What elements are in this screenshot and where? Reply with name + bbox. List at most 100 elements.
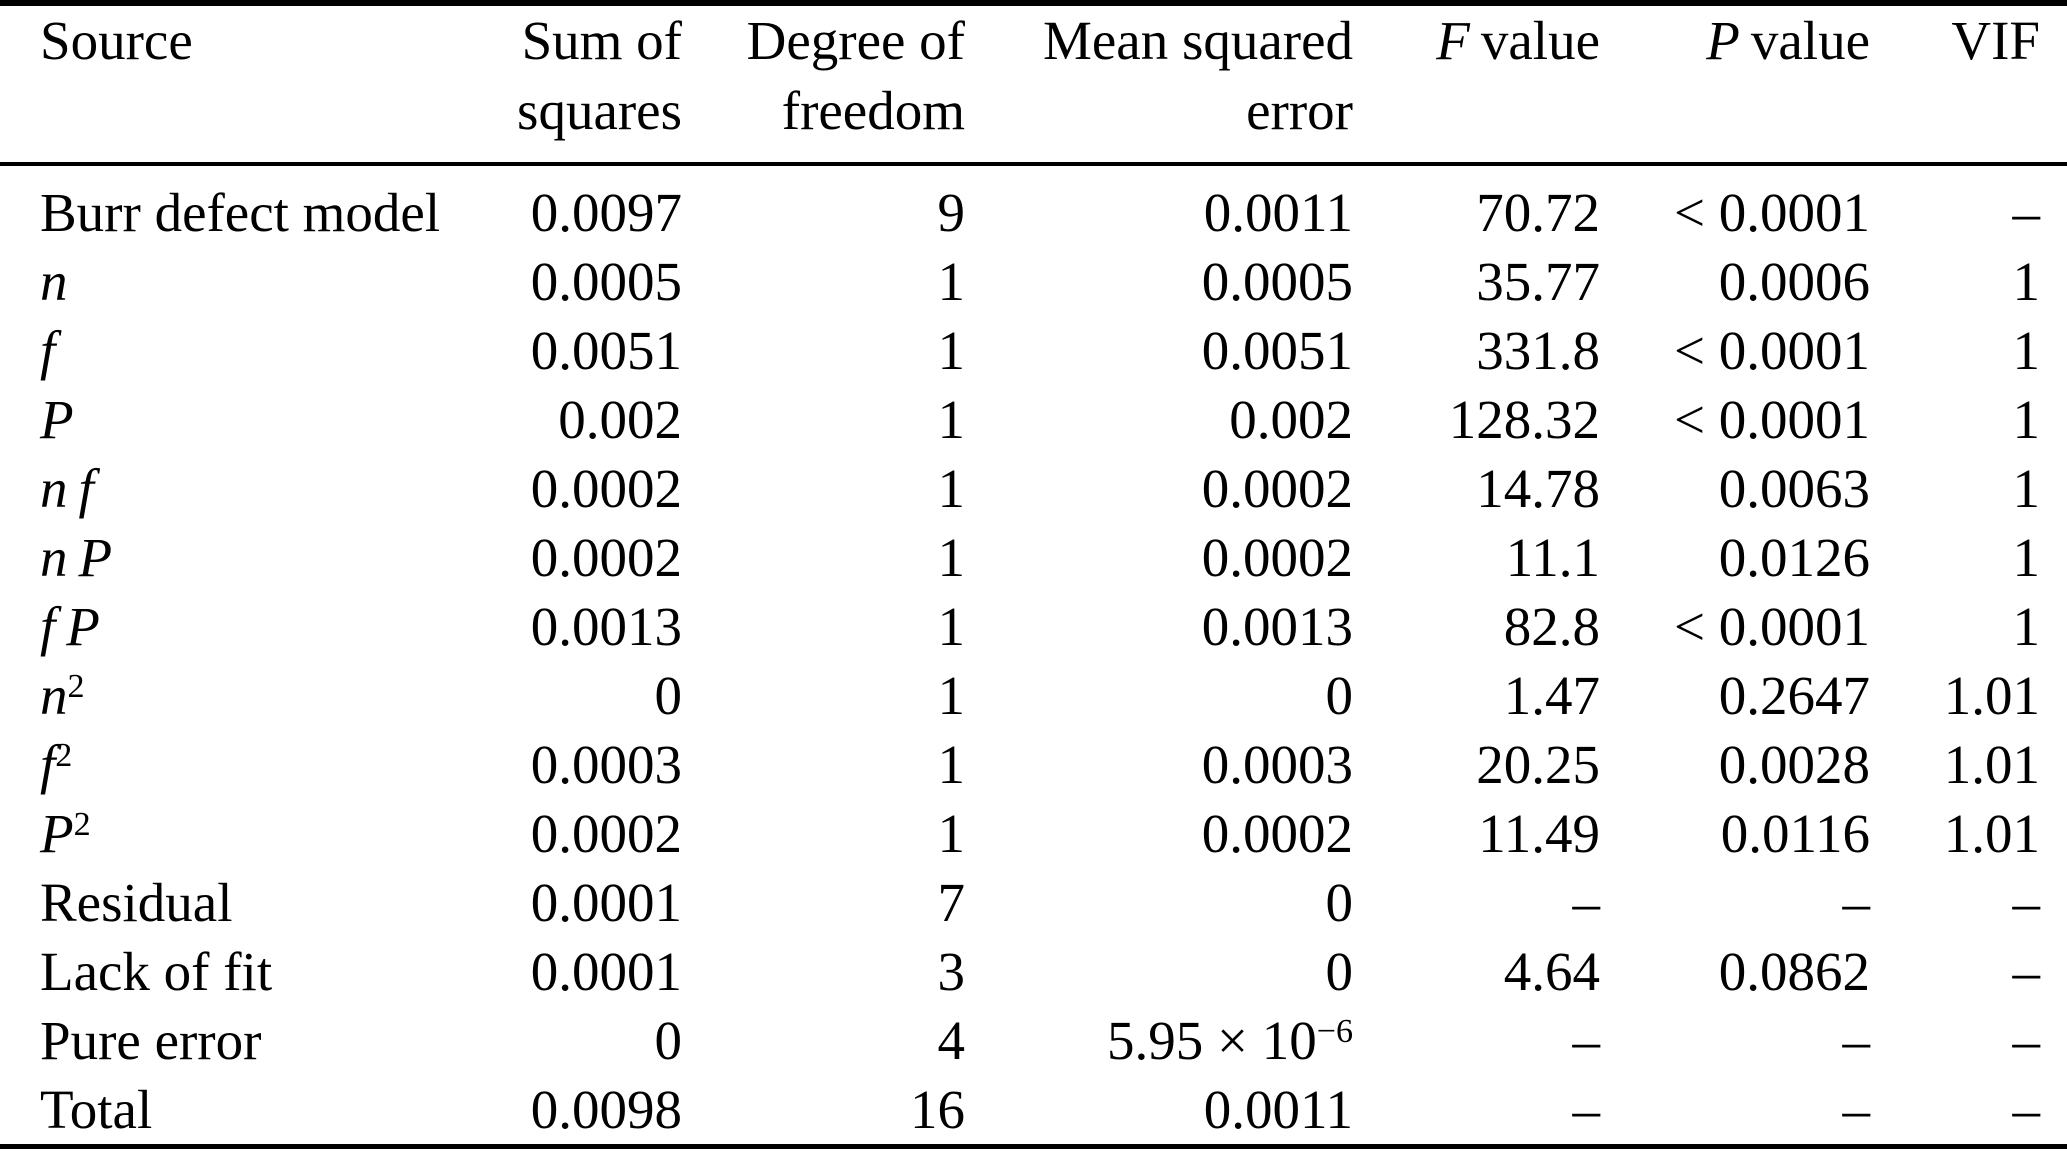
cell-f-value: 331.8 xyxy=(1476,320,1600,381)
header-line: Mean squared xyxy=(1042,10,1353,71)
cell-source: n P xyxy=(40,527,113,588)
cell-sum-of-squares: 0.0001 xyxy=(530,872,682,933)
table-row: P 0.002 1 0.002 128.32 < 0.0001 1 xyxy=(0,385,2067,454)
cell-mean-squared-error: 0.0051 xyxy=(1201,320,1353,381)
cell-mean-squared-error: 0.0013 xyxy=(1201,596,1353,657)
cell-sum-of-squares: 0 xyxy=(654,665,683,726)
cell-source: f P xyxy=(40,596,100,657)
table-row: f P 0.0013 1 0.0013 82.8 < 0.0001 1 xyxy=(0,592,2067,661)
cell-sum-of-squares: 0.0002 xyxy=(530,803,682,864)
cell-mean-squared-error: 0 xyxy=(1325,665,1354,726)
cell-mean-squared-error: 0.0011 xyxy=(1203,182,1353,243)
cell-degree-of-freedom: 1 xyxy=(937,458,966,519)
header-line: squares xyxy=(517,80,682,141)
cell-mean-squared-error: 0.0005 xyxy=(1201,251,1353,312)
header-line: VIF xyxy=(1951,10,2040,71)
cell-degree-of-freedom: 1 xyxy=(937,389,966,450)
cell-p-value: 0.0862 xyxy=(1718,941,1870,1002)
header-cell-f-value: F value xyxy=(1360,3,1610,166)
cell-vif: – xyxy=(2012,872,2041,933)
cell-degree-of-freedom: 1 xyxy=(937,527,966,588)
cell-vif: – xyxy=(2012,1079,2041,1140)
cell-p-value: 0.2647 xyxy=(1718,665,1870,726)
cell-f-value: 35.77 xyxy=(1476,251,1600,312)
cell-degree-of-freedom: 9 xyxy=(937,182,966,243)
header-line: Degree of xyxy=(746,10,965,71)
header-cell-p-value: P value xyxy=(1610,3,1880,166)
cell-f-value: 70.72 xyxy=(1476,182,1600,243)
header-line: Source xyxy=(40,10,193,71)
cell-f-value: – xyxy=(1572,872,1601,933)
cell-source: Lack of fit xyxy=(40,941,273,1002)
cell-source: Pure error xyxy=(40,1010,262,1071)
cell-degree-of-freedom: 4 xyxy=(937,1010,966,1071)
cell-source: Residual xyxy=(40,872,233,933)
cell-p-value: < 0.0001 xyxy=(1673,389,1870,450)
cell-source: Burr defect model xyxy=(40,182,441,243)
cell-p-value: – xyxy=(1842,872,1871,933)
cell-sum-of-squares: 0.0001 xyxy=(530,941,682,1002)
cell-degree-of-freedom: 1 xyxy=(937,320,966,381)
header-cell-degree-of-freedom: Degree of freedom xyxy=(690,3,975,166)
cell-sum-of-squares: 0.0002 xyxy=(530,458,682,519)
cell-f-value: – xyxy=(1572,1079,1601,1140)
header-cell-source: Source xyxy=(0,3,505,166)
cell-source: P xyxy=(40,389,74,450)
table-row: n 0.0005 1 0.0005 35.77 0.0006 1 xyxy=(0,247,2067,316)
cell-f-value: – xyxy=(1572,1010,1601,1071)
cell-p-value: < 0.0001 xyxy=(1673,320,1870,381)
cell-p-value: < 0.0001 xyxy=(1673,596,1870,657)
cell-degree-of-freedom: 3 xyxy=(937,941,966,1002)
cell-sum-of-squares: 0.0005 xyxy=(530,251,682,312)
table-header: Source Sum of squares Degree of freedom Mean … xyxy=(0,3,2067,166)
cell-f-value: 1.47 xyxy=(1503,665,1600,726)
cell-p-value: 0.0116 xyxy=(1720,803,1870,864)
cell-degree-of-freedom: 1 xyxy=(937,251,966,312)
table-row: n2 0 1 0 1.47 0.2647 1.01 xyxy=(0,661,2067,730)
cell-mean-squared-error: 0 xyxy=(1325,941,1354,1002)
header-line: error xyxy=(1246,80,1353,141)
cell-p-value: 0.0126 xyxy=(1718,527,1870,588)
header-line: P value xyxy=(1706,10,1870,71)
cell-vif: 1.01 xyxy=(1943,803,2040,864)
cell-mean-squared-error: 0.0002 xyxy=(1201,803,1353,864)
cell-vif: 1 xyxy=(2012,458,2041,519)
cell-p-value: < 0.0001 xyxy=(1673,182,1870,243)
cell-p-value: 0.0028 xyxy=(1718,734,1870,795)
cell-sum-of-squares: 0.002 xyxy=(558,389,682,450)
cell-f-value: 82.8 xyxy=(1503,596,1600,657)
cell-degree-of-freedom: 16 xyxy=(910,1079,965,1140)
cell-f-value: 11.49 xyxy=(1478,803,1600,864)
cell-source: Total xyxy=(40,1079,153,1140)
table-row: f 0.0051 1 0.0051 331.8 < 0.0001 1 xyxy=(0,316,2067,385)
cell-source: f xyxy=(40,320,56,381)
cell-f-value: 11.1 xyxy=(1505,527,1600,588)
cell-vif: 1 xyxy=(2012,320,2041,381)
cell-mean-squared-error: 0.0002 xyxy=(1201,527,1353,588)
cell-p-value: – xyxy=(1842,1010,1871,1071)
cell-vif: – xyxy=(2012,941,2041,1002)
cell-degree-of-freedom: 1 xyxy=(937,665,966,726)
cell-mean-squared-error: 0 xyxy=(1325,872,1354,933)
cell-p-value: 0.0006 xyxy=(1718,251,1870,312)
table-row: Burr defect model 0.0097 9 0.0011 70.72 < 0.0… xyxy=(0,164,2067,247)
cell-vif: 1 xyxy=(2012,596,2041,657)
cell-degree-of-freedom: 1 xyxy=(937,803,966,864)
table-row: Total 0.0098 16 0.0011 – – – xyxy=(0,1075,2067,1147)
header-line: Sum of xyxy=(521,10,682,71)
table-row: n P 0.0002 1 0.0002 11.1 0.0126 1 xyxy=(0,523,2067,592)
cell-source: f2 xyxy=(40,734,73,795)
cell-f-value: 14.78 xyxy=(1476,458,1600,519)
header-line: freedom xyxy=(781,80,965,141)
cell-vif: 1 xyxy=(2012,527,2041,588)
header-row: Source Sum of squares Degree of freedom Mean … xyxy=(0,3,2067,166)
cell-mean-squared-error: 5.95 × 10−6 xyxy=(1106,1010,1353,1071)
cell-p-value: 0.0063 xyxy=(1718,458,1870,519)
table-row: P2 0.0002 1 0.0002 11.49 0.0116 1.01 xyxy=(0,799,2067,868)
cell-source: n f xyxy=(40,458,94,519)
cell-source: P2 xyxy=(40,803,91,864)
cell-degree-of-freedom: 1 xyxy=(937,734,966,795)
cell-f-value: 20.25 xyxy=(1476,734,1600,795)
